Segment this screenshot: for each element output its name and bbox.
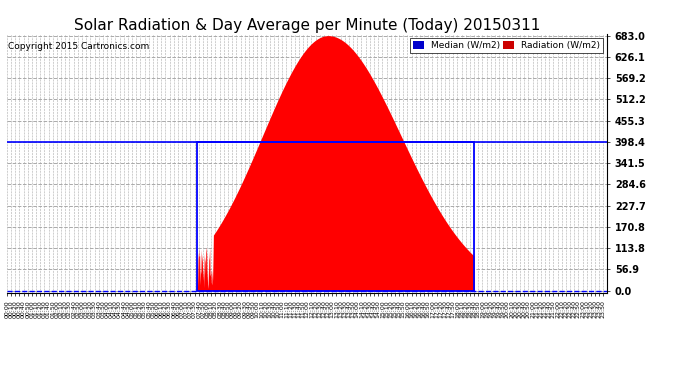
Title: Solar Radiation & Day Average per Minute (Today) 20150311: Solar Radiation & Day Average per Minute… <box>74 18 540 33</box>
Legend: Median (W/m2), Radiation (W/m2): Median (W/m2), Radiation (W/m2) <box>411 38 602 53</box>
Bar <box>197 142 474 291</box>
Text: Copyright 2015 Cartronics.com: Copyright 2015 Cartronics.com <box>8 42 149 51</box>
